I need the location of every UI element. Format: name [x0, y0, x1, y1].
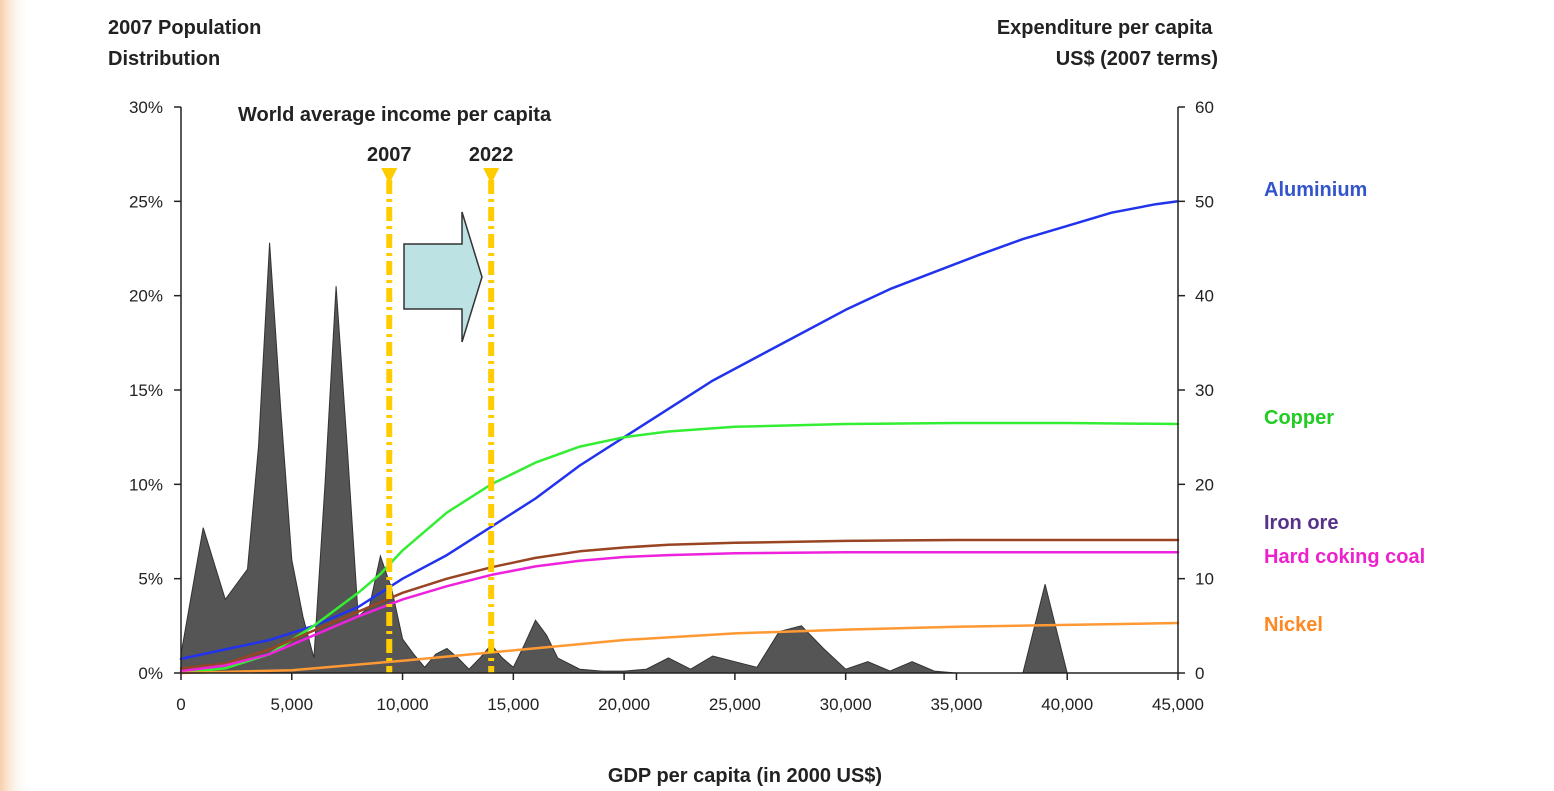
right-axis-title-line-1: Expenditure per capita — [997, 17, 1213, 39]
right-y-tick-label: 0 — [1195, 664, 1204, 683]
x-tick-label: 20,000 — [598, 695, 650, 714]
x-tick-label: 5,000 — [271, 695, 314, 714]
left-edge-glow — [0, 0, 30, 791]
right-y-tick-label: 50 — [1195, 192, 1214, 211]
series-line-hard-coking-coal — [179, 551, 1180, 673]
series-label-aluminium: Aluminium — [1264, 179, 1367, 201]
series-labels-group: Aluminium Copper Iron ore Hard coking coal N… — [1264, 179, 1425, 636]
series-label-iron-ore: Iron ore — [1264, 512, 1338, 534]
right-axis-title: Expenditure per capita US$ (2007 terms) — [997, 17, 1218, 70]
income-marker-arrowhead-2007 — [381, 168, 398, 184]
left-y-tick-label: 15% — [129, 381, 163, 400]
left-y-tick-label: 0% — [138, 664, 163, 683]
series-label-nickel: Nickel — [1264, 614, 1323, 636]
right-y-tick-label: 20 — [1195, 475, 1214, 494]
population-distribution-area — [180, 242, 1068, 674]
income-marker-arrowhead-2022 — [483, 168, 500, 184]
series-line-nickel — [179, 621, 1180, 675]
population-distribution-area-group — [180, 242, 1068, 674]
left-y-tick-label: 30% — [129, 98, 163, 117]
series-label-hard-coking-coal: Hard coking coal — [1264, 546, 1425, 568]
x-tick-label: 0 — [176, 695, 185, 714]
x-tick-label: 45,000 — [1152, 695, 1204, 714]
series-line-iron-ore — [179, 538, 1180, 670]
series-line-copper — [179, 421, 1180, 675]
right-y-tick-label: 60 — [1195, 98, 1214, 117]
right-y-tick-label: 10 — [1195, 570, 1214, 589]
trend-arrow — [403, 211, 483, 343]
left-axis-title: 2007 Population Distribution — [108, 17, 267, 70]
left-y-tick-label: 5% — [138, 570, 163, 589]
income-marker-label-2007: 2007 — [367, 144, 412, 166]
expenditure-lines-group — [179, 200, 1180, 675]
x-tick-label: 35,000 — [930, 695, 982, 714]
income-markers-group: 2007 2022 — [367, 144, 513, 673]
income-marker-label-2022: 2022 — [469, 144, 514, 166]
x-tick-label: 15,000 — [487, 695, 539, 714]
axes-group: 0 5,000 10,000 15,000 20,000 25,000 30,000 35,0… — [129, 98, 1214, 714]
series-line-aluminium — [179, 200, 1180, 661]
x-tick-label: 40,000 — [1041, 695, 1093, 714]
annotation-title: World average income per capita — [238, 104, 552, 126]
right-y-tick-label: 40 — [1195, 287, 1214, 306]
x-tick-label: 10,000 — [377, 695, 429, 714]
series-label-copper: Copper — [1264, 407, 1334, 429]
left-y-tick-label: 10% — [129, 475, 163, 494]
left-y-tick-label: 20% — [129, 287, 163, 306]
x-tick-label: 30,000 — [820, 695, 872, 714]
right-y-tick-label: 30 — [1195, 381, 1214, 400]
left-axis-title-line-2: Distribution — [108, 48, 220, 70]
x-axis-title: GDP per capita (in 2000 US$) — [608, 765, 882, 787]
right-axis-title-line-2: US$ (2007 terms) — [1056, 48, 1218, 70]
left-axis-title-line-1: 2007 Population — [108, 17, 261, 39]
x-tick-label: 25,000 — [709, 695, 761, 714]
left-y-tick-label: 25% — [129, 192, 163, 211]
